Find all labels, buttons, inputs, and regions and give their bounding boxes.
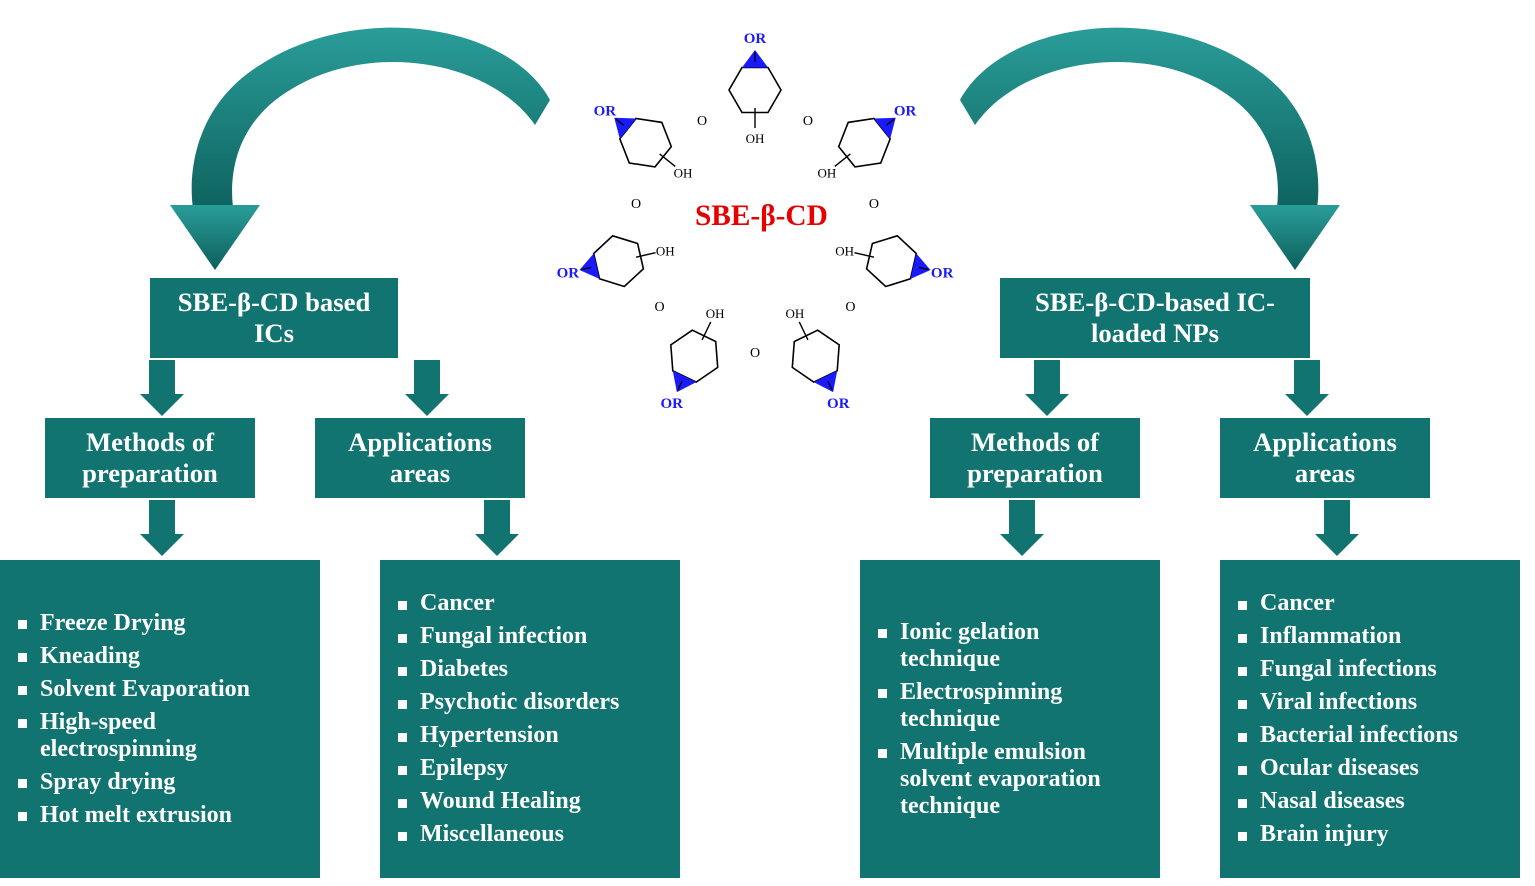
svg-text:OH: OH xyxy=(674,166,693,181)
svg-text:O: O xyxy=(750,346,760,361)
left-apps-title: Applications areas xyxy=(315,418,525,498)
svg-text:OR: OR xyxy=(557,266,580,282)
left-apps-list: Cancer Fungal infection Diabetes Psychotic … xyxy=(380,560,680,878)
list-item: Hypertension xyxy=(398,722,662,749)
list-item: Solvent Evaporation xyxy=(18,676,302,703)
svg-text:O: O xyxy=(803,114,813,129)
arrow-icon xyxy=(475,500,519,556)
list-item: Wound Healing xyxy=(398,788,662,815)
curved-arrow-left xyxy=(140,5,560,275)
list-item: Kneading xyxy=(18,643,302,670)
list-item: Hot melt extrusion xyxy=(18,802,302,829)
list-item: Ionic gelation technique xyxy=(878,619,1142,673)
svg-text:O: O xyxy=(845,300,855,315)
list-item: High-speed electrospinning xyxy=(18,709,302,763)
arrow-icon xyxy=(1000,500,1044,556)
svg-text:OR: OR xyxy=(894,103,917,119)
svg-text:OH: OH xyxy=(656,243,675,258)
list-item: Brain injury xyxy=(1238,821,1502,848)
arrow-icon xyxy=(1285,360,1329,416)
svg-text:OR: OR xyxy=(594,103,617,119)
right-branch-title: SBE-β-CD-based IC-loaded NPs xyxy=(1000,278,1310,358)
list-item: Ocular diseases xyxy=(1238,755,1502,782)
svg-text:O: O xyxy=(631,197,641,212)
arrow-icon xyxy=(140,360,184,416)
left-methods-title: Methods of preparation xyxy=(45,418,255,498)
svg-text:OH: OH xyxy=(786,306,805,321)
list-item: Epilepsy xyxy=(398,755,662,782)
list-item: Spray drying xyxy=(18,769,302,796)
list-item: Electrospinning technique xyxy=(878,679,1142,733)
svg-text:OR: OR xyxy=(827,396,850,412)
arrow-icon xyxy=(1315,500,1359,556)
list-item: Viral infections xyxy=(1238,689,1502,716)
right-methods-list: Ionic gelation technique Electrospinning … xyxy=(860,560,1160,878)
list: Ionic gelation technique Electrospinning … xyxy=(878,613,1142,826)
svg-text:OR: OR xyxy=(744,31,767,47)
svg-text:OH: OH xyxy=(706,306,725,321)
left-branch-title-text: SBE-β-CD based ICs xyxy=(162,287,386,349)
list-item: Miscellaneous xyxy=(398,821,662,848)
right-apps-title-text: Applications areas xyxy=(1232,427,1418,489)
svg-text:OR: OR xyxy=(931,266,954,282)
right-methods-title-text: Methods of preparation xyxy=(942,427,1128,489)
left-methods-title-text: Methods of preparation xyxy=(57,427,243,489)
svg-text:O: O xyxy=(869,197,879,212)
list-item: Bacterial infections xyxy=(1238,722,1502,749)
left-apps-title-text: Applications areas xyxy=(327,427,513,489)
list-item: Cancer xyxy=(1238,590,1502,617)
list-item: Freeze Drying xyxy=(18,610,302,637)
list: Freeze Drying Kneading Solvent Evaporation… xyxy=(18,604,302,835)
list: Cancer Inflammation Fungal infections Viral… xyxy=(1238,584,1502,854)
curved-arrow-right xyxy=(950,5,1370,275)
right-methods-title: Methods of preparation xyxy=(930,418,1140,498)
list-item: Multiple emulsion solvent evaporation te… xyxy=(878,739,1142,820)
list-item: Diabetes xyxy=(398,656,662,683)
molecule-label: SBE-β-CD xyxy=(695,200,828,233)
arrow-icon xyxy=(140,500,184,556)
left-branch-title: SBE-β-CD based ICs xyxy=(150,278,398,358)
list-item: Fungal infection xyxy=(398,623,662,650)
right-apps-list: Cancer Inflammation Fungal infections Viral… xyxy=(1220,560,1520,878)
left-methods-list: Freeze Drying Kneading Solvent Evaporation… xyxy=(0,560,320,878)
arrow-icon xyxy=(1025,360,1069,416)
list-item: Inflammation xyxy=(1238,623,1502,650)
svg-text:OH: OH xyxy=(835,243,854,258)
right-branch-title-text: SBE-β-CD-based IC-loaded NPs xyxy=(1012,287,1298,349)
right-apps-title: Applications areas xyxy=(1220,418,1430,498)
svg-text:OH: OH xyxy=(818,166,837,181)
svg-text:O: O xyxy=(697,114,707,129)
list-item: Fungal infections xyxy=(1238,656,1502,683)
list: Cancer Fungal infection Diabetes Psychotic … xyxy=(398,584,662,854)
list-item: Psychotic disorders xyxy=(398,689,662,716)
list-item: Cancer xyxy=(398,590,662,617)
svg-text:OH: OH xyxy=(746,131,765,146)
arrow-icon xyxy=(405,360,449,416)
list-item: Nasal diseases xyxy=(1238,788,1502,815)
svg-text:OR: OR xyxy=(660,396,683,412)
svg-text:O: O xyxy=(655,300,665,315)
